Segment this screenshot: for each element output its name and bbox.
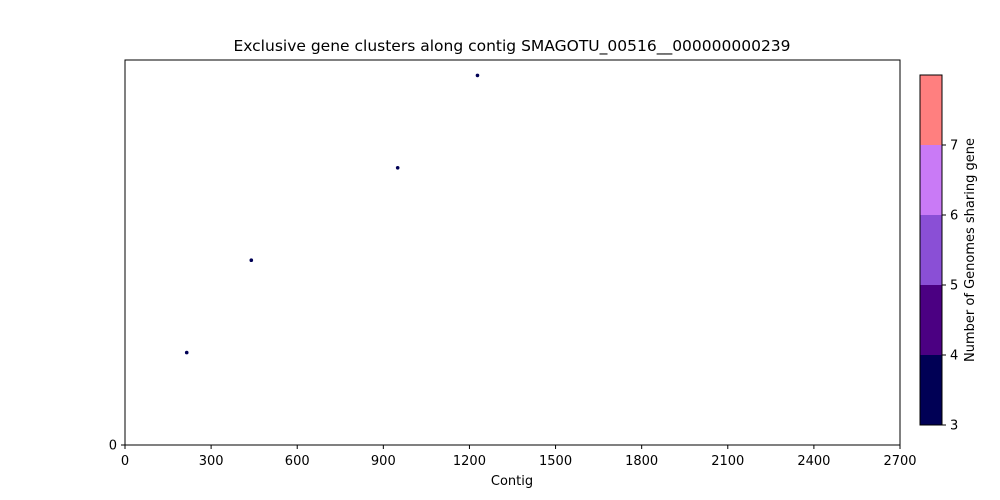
colorbar-tick-label: 6 <box>950 209 958 224</box>
x-tick-label: 900 <box>371 454 396 469</box>
y-axis: 0 <box>109 439 125 454</box>
data-point <box>249 258 254 263</box>
colorbar-band <box>920 355 942 425</box>
scatter-points <box>184 73 480 355</box>
x-axis: 0 300 600 900 1200 1500 1800 2100 2400 2700 <box>121 445 917 469</box>
x-tick-label: 600 <box>285 454 310 469</box>
colorbar-label: Number of Genomes sharing gene <box>963 138 978 362</box>
chart-title: Exclusive gene clusters along contig SMA… <box>233 37 790 56</box>
data-point <box>475 73 480 78</box>
x-tick-label: 0 <box>121 454 129 469</box>
x-tick-label: 300 <box>199 454 224 469</box>
colorbar-tick-label: 4 <box>950 349 958 364</box>
colorbar-band <box>920 75 942 145</box>
x-tick-label: 2700 <box>883 454 916 469</box>
colorbar-band <box>920 285 942 355</box>
colorbar-tick-label: 5 <box>950 279 958 294</box>
y-tick-label: 0 <box>109 439 117 454</box>
colorbar-band <box>920 145 942 215</box>
colorbar: 3 4 5 6 7 <box>919 74 958 434</box>
data-point <box>184 350 189 355</box>
colorbar-frame <box>919 74 943 426</box>
x-tick-label: 2100 <box>711 454 744 469</box>
colorbar-tick-label: 7 <box>950 139 958 154</box>
colorbar-tick-label: 3 <box>950 419 958 434</box>
plot-frame <box>124 59 901 446</box>
x-axis-label: Contig <box>491 474 533 489</box>
x-tick-label: 2400 <box>797 454 830 469</box>
colorbar-band <box>920 215 942 285</box>
x-tick-label: 1200 <box>453 454 486 469</box>
x-tick-label: 1800 <box>625 454 658 469</box>
x-tick-label: 1500 <box>539 454 572 469</box>
data-point <box>395 166 400 170</box>
